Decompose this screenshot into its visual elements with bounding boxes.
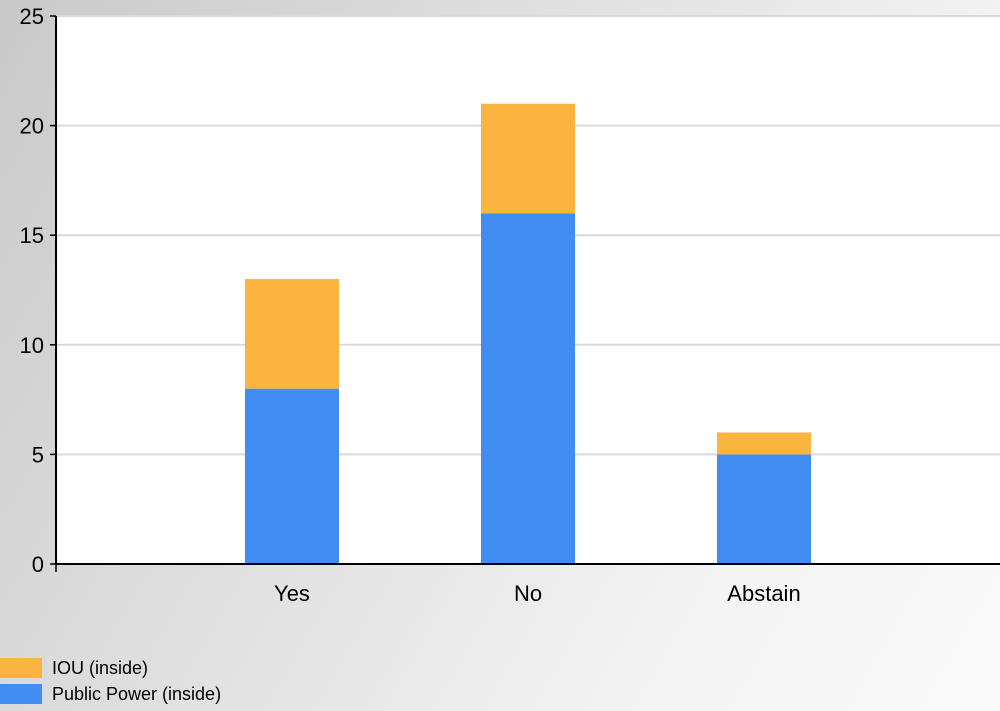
- y-tick-label: 0: [32, 552, 44, 577]
- y-tick-label: 15: [20, 223, 44, 248]
- legend-item-iou: IOU (inside): [0, 655, 400, 681]
- y-tick-label: 20: [20, 114, 44, 139]
- bar-iou-no: [481, 103, 575, 214]
- bar-iou-yes: [245, 279, 339, 389]
- legend-item-public-power: Public Power (inside): [0, 681, 400, 707]
- legend-swatch-public-power: [0, 684, 42, 704]
- legend-swatch-iou: [0, 658, 42, 678]
- chart-legend: IOU (inside) Public Power (inside): [0, 655, 400, 707]
- y-tick-label: 10: [20, 333, 44, 358]
- y-tick-label: 5: [32, 442, 44, 467]
- bar-public-power-yes: [245, 388, 339, 564]
- x-tick-label: Abstain: [727, 581, 800, 606]
- legend-label-public-power: Public Power (inside): [52, 683, 222, 704]
- y-tick-label: 25: [20, 4, 44, 29]
- bar-public-power-no: [481, 213, 575, 564]
- legend-label-iou: IOU (inside): [52, 657, 149, 678]
- bar-public-power-abstain: [717, 454, 811, 564]
- x-tick-label: No: [514, 581, 542, 606]
- x-tick-label: Yes: [274, 581, 310, 606]
- bar-iou-abstain: [717, 432, 811, 455]
